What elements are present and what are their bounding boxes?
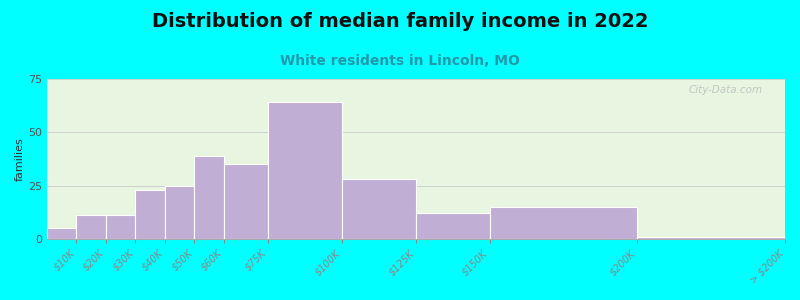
Text: Distribution of median family income in 2022: Distribution of median family income in … <box>152 12 648 31</box>
Text: City-Data.com: City-Data.com <box>689 85 763 95</box>
Bar <box>342 179 416 239</box>
Y-axis label: families: families <box>15 137 25 181</box>
Bar <box>76 215 106 239</box>
Bar <box>135 190 165 239</box>
Bar <box>165 185 194 239</box>
Bar <box>224 164 268 239</box>
Bar <box>194 156 224 239</box>
Bar <box>490 207 638 239</box>
Text: White residents in Lincoln, MO: White residents in Lincoln, MO <box>280 54 520 68</box>
Bar <box>106 215 135 239</box>
Bar <box>638 237 785 239</box>
Bar <box>268 102 342 239</box>
Bar <box>46 228 76 239</box>
Bar <box>416 213 490 239</box>
